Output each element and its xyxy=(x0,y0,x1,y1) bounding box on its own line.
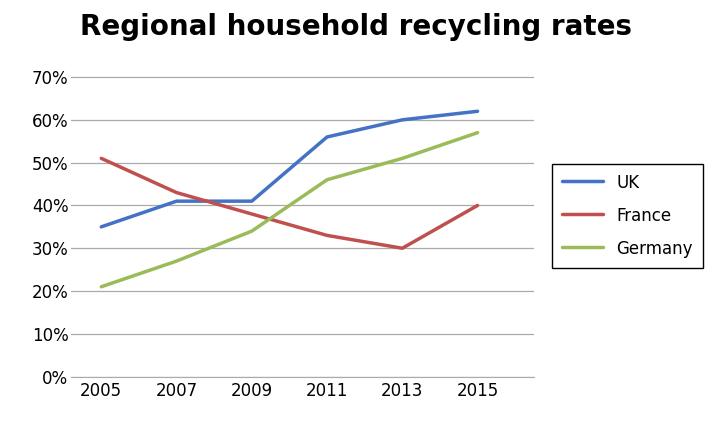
UK xyxy=(172,199,181,204)
Germany xyxy=(248,229,256,234)
Legend: UK, France, Germany: UK, France, Germany xyxy=(552,164,703,268)
UK xyxy=(398,117,407,122)
UK xyxy=(323,134,331,140)
Germany xyxy=(473,130,482,135)
Line: Germany: Germany xyxy=(101,133,478,287)
UK xyxy=(473,109,482,114)
Line: France: France xyxy=(101,158,478,248)
France xyxy=(398,246,407,251)
UK xyxy=(248,199,256,204)
France xyxy=(248,211,256,217)
Text: Regional household recycling rates: Regional household recycling rates xyxy=(80,13,632,41)
France xyxy=(97,156,105,161)
Germany xyxy=(398,156,407,161)
Line: UK: UK xyxy=(101,111,478,227)
Germany xyxy=(323,177,331,182)
France xyxy=(473,203,482,208)
Germany xyxy=(97,284,105,289)
UK xyxy=(97,224,105,229)
France xyxy=(172,190,181,195)
France xyxy=(323,233,331,238)
Germany xyxy=(172,259,181,264)
